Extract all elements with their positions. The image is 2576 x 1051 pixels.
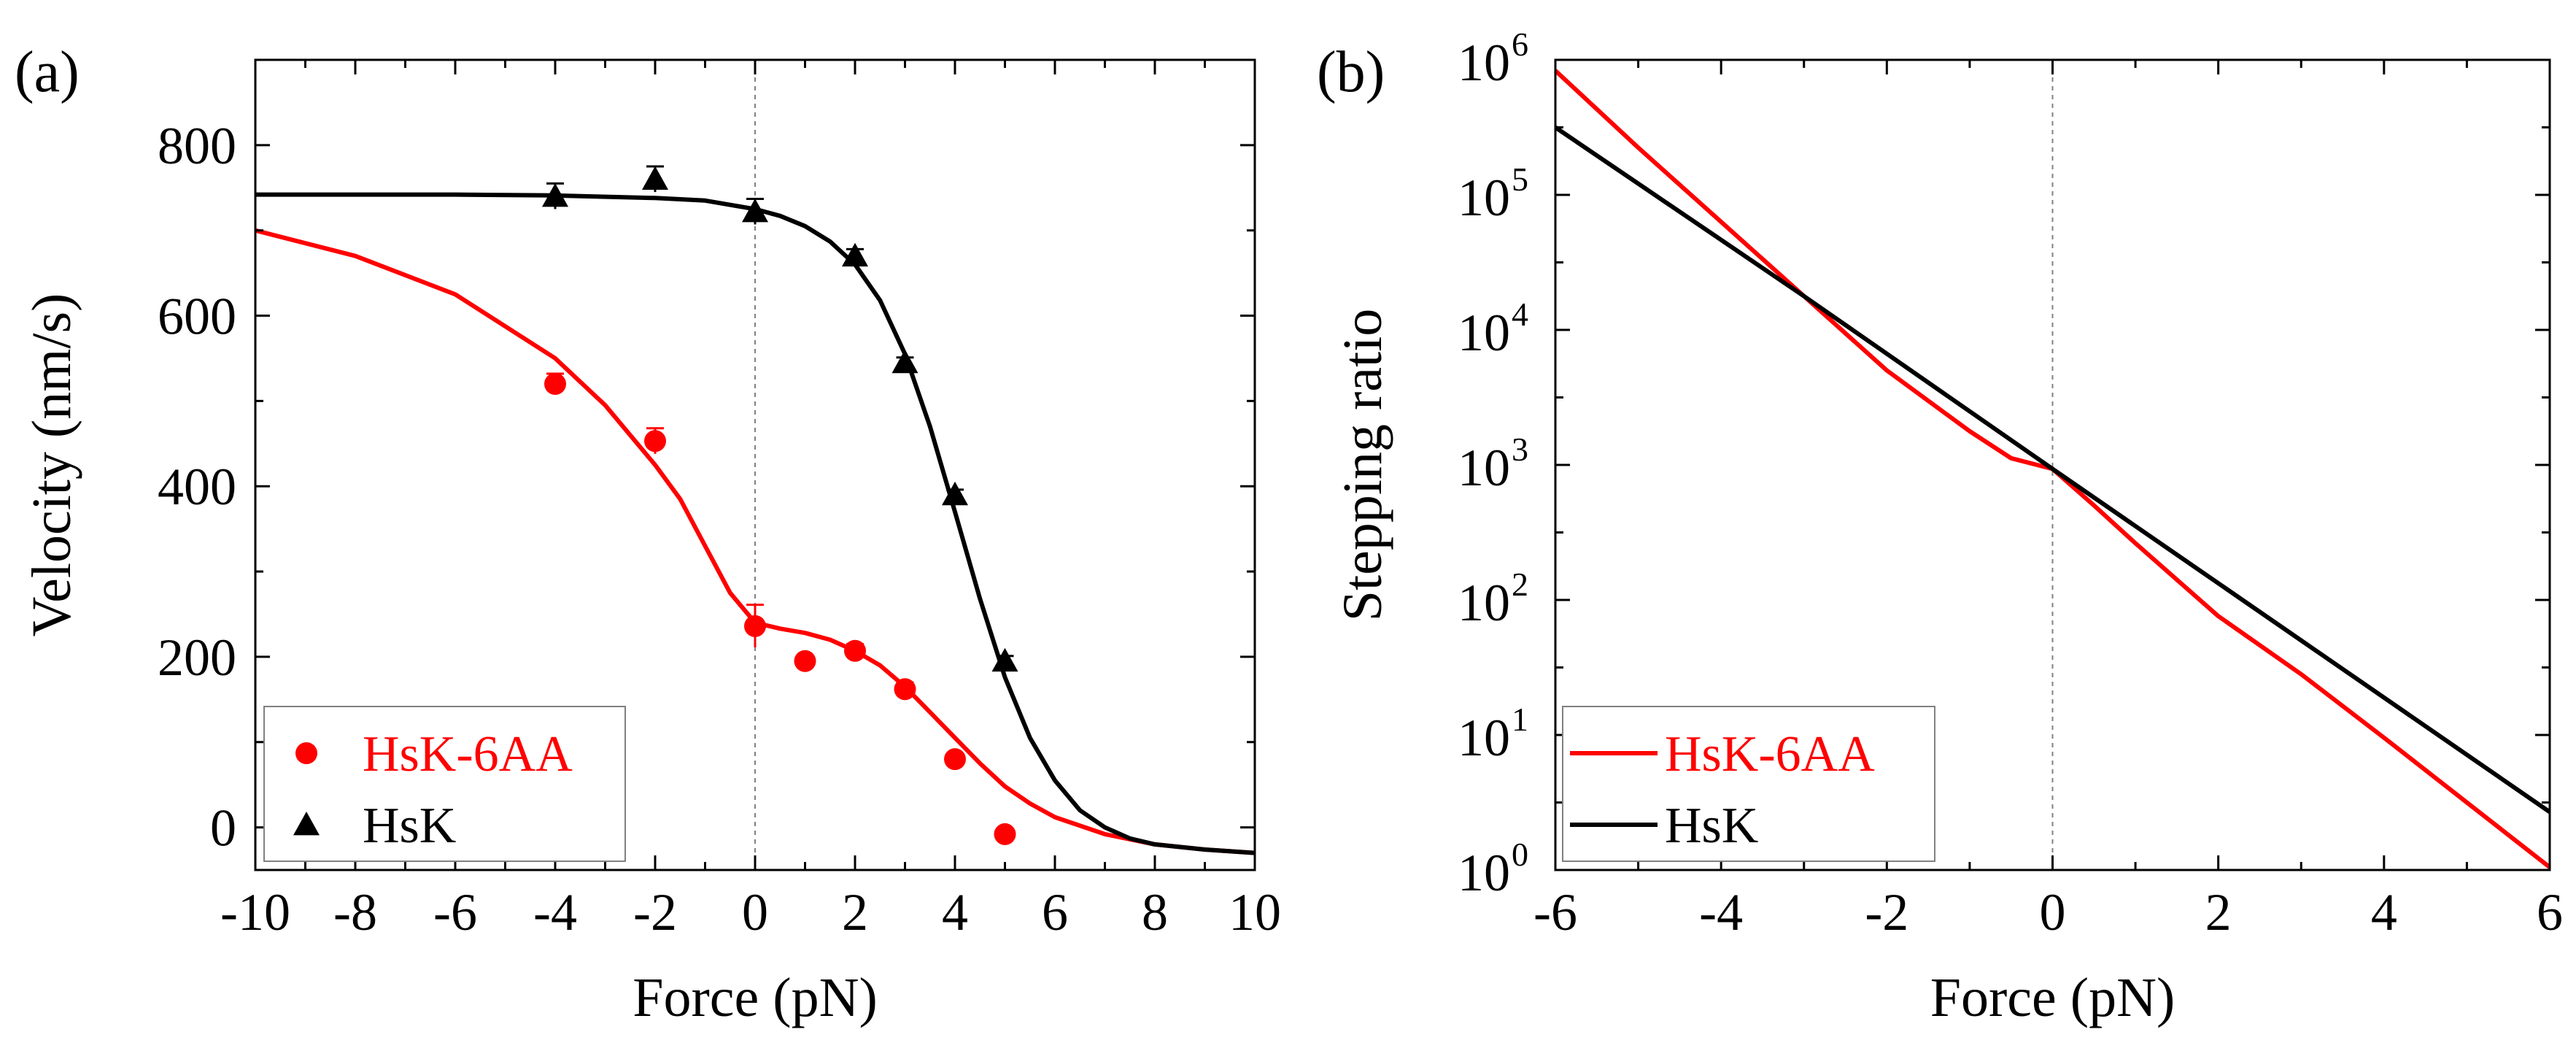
data-point-hsk-6aa bbox=[844, 639, 866, 662]
legend-label-hsk-6aa: HsK-6AA bbox=[363, 726, 573, 782]
x-tick-label: 6 bbox=[2537, 883, 2563, 942]
y-tick-label: 10 bbox=[1458, 304, 1510, 362]
y-tick-label: 10 bbox=[1458, 439, 1510, 497]
panel-a-data-points bbox=[542, 165, 1018, 845]
data-point-hsk-6aa bbox=[744, 615, 766, 637]
x-tick-label: 2 bbox=[2205, 883, 2232, 942]
panel-b-legend: HsK-6AA HsK bbox=[1562, 706, 1935, 862]
x-tick-label: 8 bbox=[1142, 883, 1168, 942]
x-tick-label: -4 bbox=[533, 883, 577, 942]
legend-label-hsk-6aa: HsK-6AA bbox=[1665, 726, 1875, 782]
panel-b-y-axis-label: Stepping ratio bbox=[1332, 309, 1393, 622]
panel-b-x-axis-label: Force (pN) bbox=[1930, 967, 2175, 1028]
panel-a-x-axis-label: Force (pN) bbox=[633, 967, 878, 1028]
y-tick-label: 400 bbox=[158, 458, 236, 516]
y-tick-exponent: 2 bbox=[1512, 566, 1528, 603]
y-tick-exponent: 6 bbox=[1512, 26, 1528, 63]
legend-marker-hsk-6aa bbox=[295, 742, 317, 764]
data-point-hsk-6aa bbox=[794, 650, 816, 672]
data-point-hsk-6aa bbox=[894, 678, 916, 701]
y-tick-label: 10 bbox=[1458, 574, 1510, 632]
data-point-hsk bbox=[742, 198, 768, 223]
panel-a-velocity-chart: (a) -10 -8 -6 -4 -2 0 2 4 6 8 10 0 200 400 600 800 Forc… bbox=[15, 40, 1281, 1028]
panel-a-y-axis-label: Velocity (nm/s) bbox=[21, 293, 82, 637]
panel-b-legend-box bbox=[1562, 706, 1935, 862]
x-tick-label: -8 bbox=[333, 883, 377, 942]
data-point-hsk bbox=[942, 481, 968, 506]
panel-a-label: (a) bbox=[15, 40, 80, 104]
x-tick-label: 0 bbox=[742, 883, 768, 942]
x-tick-label: -2 bbox=[1865, 883, 1908, 942]
data-point-hsk-6aa bbox=[944, 748, 966, 771]
panel-a-legend-box bbox=[263, 706, 626, 862]
y-tick-label: 10 bbox=[1458, 844, 1510, 902]
x-tick-label: 4 bbox=[2371, 883, 2397, 942]
legend-label-hsk: HsK bbox=[363, 798, 456, 854]
data-point-hsk-6aa bbox=[994, 823, 1016, 845]
y-tick-exponent: 5 bbox=[1512, 161, 1528, 198]
legend-label-hsk: HsK bbox=[1665, 798, 1758, 854]
panel-b-label: (b) bbox=[1317, 40, 1385, 104]
data-point-hsk bbox=[542, 182, 568, 207]
series-line-hsk bbox=[1554, 126, 2551, 814]
x-tick-label: -6 bbox=[1533, 883, 1577, 942]
data-point-hsk bbox=[891, 349, 918, 374]
x-tick-label: 0 bbox=[2040, 883, 2066, 942]
x-tick-label: 4 bbox=[942, 883, 968, 942]
x-tick-label: 2 bbox=[842, 883, 868, 942]
y-tick-label: 800 bbox=[158, 117, 236, 175]
panel-a-fit-curves bbox=[255, 192, 1256, 855]
y-tick-label: 10 bbox=[1458, 34, 1510, 92]
data-point-hsk bbox=[842, 242, 868, 267]
legend-marker-hsk bbox=[293, 812, 320, 836]
y-tick-exponent: 3 bbox=[1512, 431, 1528, 468]
data-point-hsk bbox=[642, 166, 668, 190]
y-tick-label: 600 bbox=[158, 288, 236, 346]
data-point-hsk-6aa bbox=[544, 373, 566, 395]
panel-b-series-lines bbox=[1553, 69, 2551, 869]
y-tick-label: 200 bbox=[158, 628, 236, 687]
y-tick-label: 10 bbox=[1458, 709, 1510, 767]
y-tick-exponent: 4 bbox=[1512, 296, 1528, 333]
fit-curve-hsk-6aa bbox=[255, 228, 1256, 855]
x-tick-label: -4 bbox=[1699, 883, 1743, 942]
data-point-hsk-6aa bbox=[644, 430, 666, 453]
panel-a-ticks: -10 -8 -6 -4 -2 0 2 4 6 8 10 0 200 400 600 800 bbox=[158, 60, 1281, 942]
x-tick-label: -10 bbox=[220, 883, 290, 942]
x-tick-label: -6 bbox=[433, 883, 477, 942]
fit-curve-hsk bbox=[255, 192, 1256, 855]
y-tick-label: 0 bbox=[210, 799, 236, 858]
panel-a-legend: HsK-6AA HsK bbox=[263, 706, 626, 862]
x-tick-label: -2 bbox=[633, 883, 677, 942]
data-point-hsk bbox=[991, 647, 1018, 672]
x-tick-label: 10 bbox=[1229, 883, 1281, 942]
y-tick-exponent: 1 bbox=[1512, 701, 1528, 738]
y-tick-label: 10 bbox=[1458, 169, 1510, 227]
x-tick-label: 6 bbox=[1042, 883, 1068, 942]
y-tick-exponent: 0 bbox=[1512, 836, 1528, 873]
